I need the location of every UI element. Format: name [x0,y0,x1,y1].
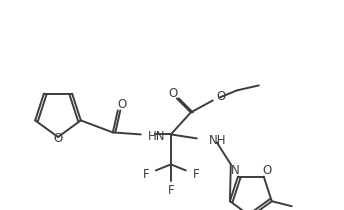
Text: O: O [117,98,127,111]
Text: O: O [262,164,271,177]
Text: HN: HN [148,130,165,143]
Text: NH: NH [209,134,226,147]
Text: N: N [230,164,239,177]
Text: O: O [168,87,178,100]
Text: O: O [53,131,63,144]
Text: O: O [217,90,226,103]
Text: F: F [168,184,174,197]
Text: F: F [193,168,199,181]
Text: F: F [142,168,149,181]
